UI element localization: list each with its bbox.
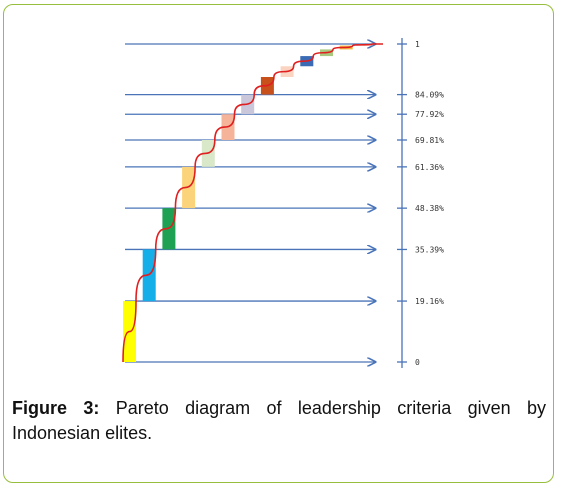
figure-frame xyxy=(3,4,554,483)
y-tick-label-0: 0 xyxy=(415,358,420,367)
y-tick-label-4: 61.36% xyxy=(415,163,444,172)
cumulative-curve xyxy=(122,43,383,363)
figure-caption: Figure 3: Pareto diagram of leadership c… xyxy=(12,396,546,446)
y-tick-label-1: 19.16% xyxy=(415,297,444,306)
figure-caption-text: Pareto diagram of leadership criteria gi… xyxy=(12,398,546,443)
pareto-chart: 0 19.16% 35.39% 48.38% 61.36% 69.81% 77.92% 84.… xyxy=(122,38,444,368)
figure-label: Figure 3: xyxy=(12,398,100,418)
y-tick-label-6: 77.92% xyxy=(415,110,444,119)
y-tick-label-7: 84.09% xyxy=(415,91,444,100)
y-tick-label-8: 1 xyxy=(415,40,420,49)
y-tick-label-2: 35.39% xyxy=(415,245,444,254)
y-tick-label-3: 48.38% xyxy=(415,204,444,213)
y-tick-label-5: 69.81% xyxy=(415,136,444,145)
